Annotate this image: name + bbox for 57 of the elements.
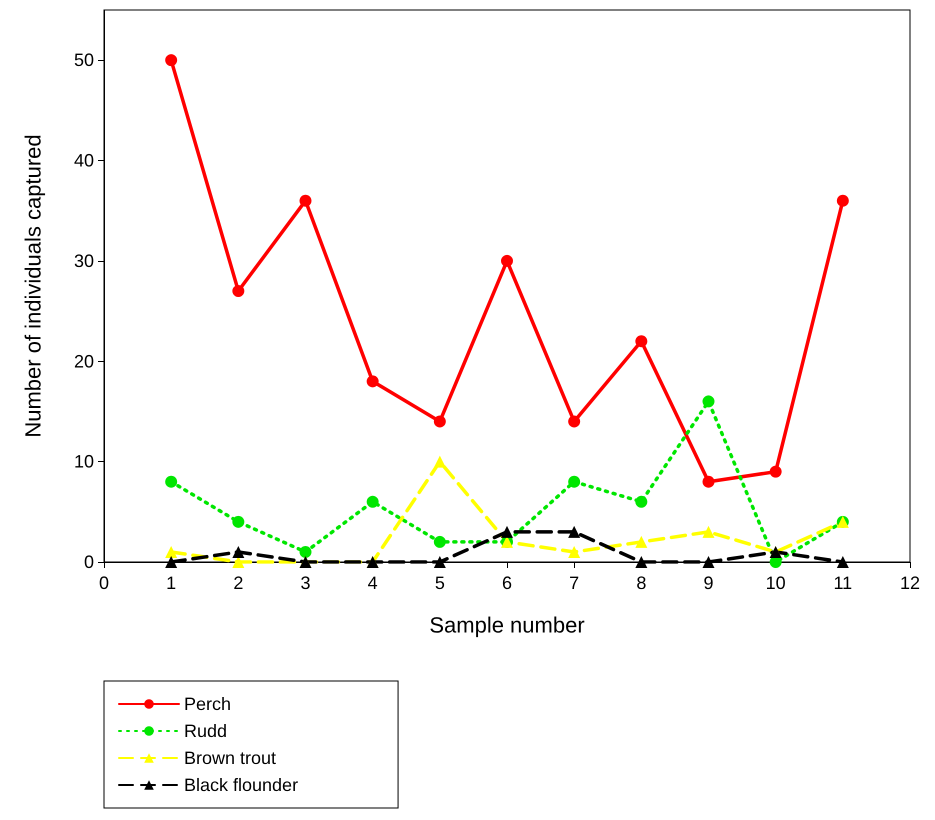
- point: [635, 556, 648, 568]
- point: [434, 536, 446, 548]
- x-tick-label: 0: [98, 573, 110, 593]
- y-tick-label: 50: [74, 50, 94, 70]
- x-tick-label: 3: [300, 573, 311, 593]
- point: [770, 466, 782, 478]
- point: [635, 536, 648, 548]
- point: [501, 526, 513, 538]
- x-axis-title: Sample number: [429, 612, 585, 638]
- point: [635, 496, 648, 508]
- point: [434, 415, 446, 428]
- point: [635, 335, 648, 348]
- point: [300, 194, 312, 207]
- legend-label: Perch: [184, 694, 232, 714]
- x-tick-label: 11: [833, 573, 852, 593]
- point: [232, 285, 244, 298]
- x-tick-label: 4: [368, 573, 378, 593]
- x-tick-label: 10: [766, 573, 786, 593]
- point: [366, 375, 379, 388]
- x-tick-label: 1: [166, 573, 176, 593]
- x-tick-label: 2: [233, 573, 244, 593]
- y-tick-label: 40: [74, 150, 94, 171]
- point: [165, 54, 178, 66]
- legend-label: Black flounder: [184, 775, 298, 795]
- point: [702, 556, 714, 568]
- x-tick-label: 7: [569, 573, 580, 593]
- point: [232, 546, 244, 558]
- point: [702, 526, 714, 538]
- x-tick-label: 6: [502, 573, 512, 593]
- point: [366, 496, 379, 508]
- x-tick-label: 9: [703, 573, 714, 593]
- x-tick-label: 8: [636, 573, 646, 593]
- point: [434, 456, 446, 468]
- y-tick-label: 0: [84, 552, 94, 572]
- point: [568, 415, 580, 428]
- point: [434, 556, 446, 568]
- point: [702, 395, 714, 408]
- point: [568, 526, 580, 538]
- point: [300, 546, 312, 558]
- point: [232, 516, 244, 528]
- point: [165, 556, 178, 568]
- x-tick-label: 12: [900, 573, 920, 593]
- point: [165, 546, 178, 558]
- point: [568, 476, 580, 488]
- y-tick-label: 10: [74, 452, 94, 472]
- y-axis-title: Number of individuals captured: [20, 134, 46, 438]
- point: [165, 476, 178, 488]
- legend-label: Rudd: [184, 721, 228, 741]
- point: [568, 546, 580, 558]
- point: [836, 194, 849, 207]
- legend-label: Brown trout: [184, 748, 276, 768]
- point: [702, 476, 714, 488]
- y-tick-label: 20: [74, 351, 94, 372]
- point: [836, 556, 849, 568]
- point: [501, 254, 513, 267]
- x-tick-label: 5: [434, 573, 445, 593]
- y-tick-label: 30: [74, 250, 94, 271]
